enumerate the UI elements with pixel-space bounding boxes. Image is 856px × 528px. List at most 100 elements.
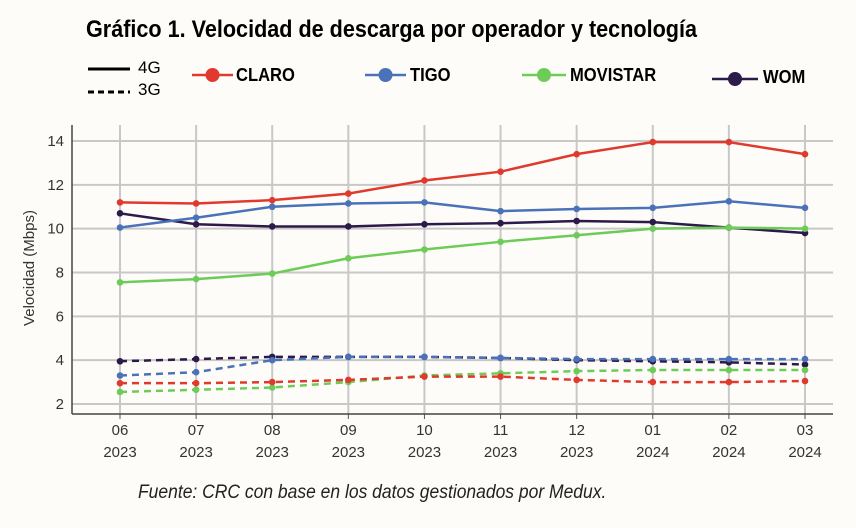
chart-source: Fuente: CRC con base en los datos gestio… [138,482,607,503]
data-point-movistar-4g [116,279,124,286]
data-point-claro-4g [497,168,504,175]
data-point-tigo-4g [192,214,200,222]
x-tick-label-year: 2024 [788,444,821,461]
data-point-wom-3g [116,357,124,365]
data-point-claro-4g [345,190,352,197]
x-tick-label-month: 03 [797,422,814,439]
legend-style-4g: 4G [138,58,161,77]
legend-marker-movistar [537,68,551,82]
x-tick-label-month: 01 [644,422,661,439]
y-tick-label: 10 [47,221,64,238]
data-point-movistar-4g [573,231,580,239]
data-point-tigo-3g [116,372,124,379]
data-point-movistar-4g [497,238,504,246]
data-point-wom-4g [421,220,428,228]
legend-label-claro: CLARO [236,65,295,85]
x-tick-label-month: 11 [493,422,509,439]
series-line-movistar-4g [119,226,806,284]
data-point-movistar-3g [116,388,124,396]
x-tick-label-month: 08 [264,422,281,439]
legend-label-movistar: MOVISTAR [570,65,657,85]
legend-style-3g: 3G [138,80,161,99]
data-point-movistar-4g [268,270,276,277]
y-tick-label: 6 [56,308,64,325]
legend-label-wom: WOM [763,67,806,87]
y-tick-label: 8 [56,265,64,282]
data-point-movistar-3g [649,366,657,374]
x-tick-label-month: 07 [188,422,205,439]
series-line-tigo-4g [119,200,806,229]
series-line-wom-4g [119,212,806,235]
data-point-movistar-4g [421,246,428,253]
data-point-movistar-3g [268,384,276,391]
data-point-tigo-3g [192,368,200,376]
data-point-tigo-4g [649,204,657,212]
legend-marker-tigo [378,68,393,82]
x-tick-label-year: 2023 [332,444,365,461]
data-point-movistar-3g [192,386,200,394]
data-point-claro-3g [345,376,352,384]
data-point-movistar-4g [649,225,657,232]
data-point-claro-3g [649,378,657,386]
data-point-claro-3g [421,373,428,380]
data-point-claro-3g [725,378,733,386]
y-tick-label: 2 [56,396,64,413]
series-line-tigo-3g [119,355,805,377]
data-point-claro-4g [192,200,200,207]
data-point-claro-3g [268,378,276,386]
x-tick-label-year: 2024 [712,444,745,461]
data-point-wom-4g [497,219,504,227]
data-point-wom-4g [345,223,352,230]
data-point-tigo-3g [573,355,580,363]
data-point-claro-4g [801,150,809,158]
data-point-movistar-4g [801,225,809,232]
data-point-tigo-3g [268,356,276,364]
data-point-movistar-4g [725,224,733,231]
series-line-movistar-3g [119,368,805,394]
legend-marker-claro [205,68,220,82]
data-point-claro-4g [268,196,276,204]
data-point-tigo-4g [116,224,124,231]
data-point-tigo-4g [801,204,809,212]
x-tick-label-year: 2023 [408,444,441,461]
data-point-tigo-3g [345,353,352,361]
series-line-claro-3g [120,375,806,385]
legend-label-tigo: TIGO [410,65,451,85]
data-point-wom-3g [801,361,809,368]
data-point-tigo-3g [421,353,428,361]
data-point-movistar-3g [725,366,733,374]
data-point-claro-4g [421,177,428,184]
x-tick-label-year: 2023 [256,444,289,461]
data-point-wom-4g [268,223,276,230]
data-point-claro-3g [192,379,200,387]
data-point-movistar-3g [801,366,809,374]
data-point-wom-4g [573,217,580,225]
x-tick-label-year: 2023 [179,444,212,461]
y-tick-label: 14 [47,133,64,150]
chart-title: Gráfico 1. Velocidad de descarga por ope… [86,16,697,43]
x-tick-label-year: 2024 [636,444,669,461]
data-point-claro-4g [725,138,733,146]
legend-marker-wom [728,72,742,86]
data-point-tigo-3g [801,355,809,363]
data-point-tigo-3g [649,355,657,363]
x-tick-label-year: 2023 [103,444,136,461]
x-tick-label-month: 12 [568,422,585,439]
y-axis-label: Velocidad (Mbps) [21,210,38,326]
series-line-claro-4g [119,140,806,205]
y-tick-label: 12 [47,177,64,194]
data-point-movistar-3g [573,367,580,375]
data-point-tigo-4g [268,203,276,211]
data-point-wom-4g [649,218,657,226]
x-tick-label-month: 10 [416,422,433,439]
x-tick-label-year: 2023 [484,444,517,461]
data-point-claro-3g [116,379,124,387]
data-point-claro-4g [573,150,580,158]
data-point-wom-4g [192,220,200,228]
data-point-claro-4g [649,138,657,146]
data-point-movistar-4g [192,275,200,283]
x-tick-label-month: 02 [721,422,738,439]
data-point-tigo-3g [497,354,504,362]
data-point-tigo-4g [497,207,504,215]
